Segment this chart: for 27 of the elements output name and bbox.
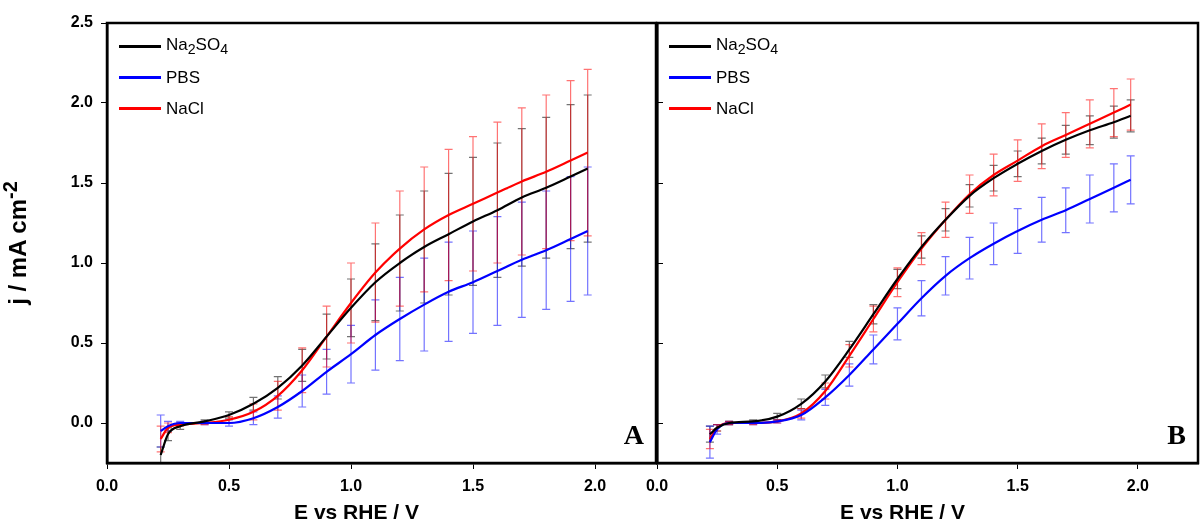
y-tick-label: 2.0 (70, 93, 94, 111)
legend-label: PBS (166, 67, 201, 88)
y-tick-label: 1.5 (70, 173, 94, 191)
line-series (159, 229, 589, 433)
legend-label: PBS (716, 67, 751, 88)
legend-label: Na$_{2}$SO$_{4}$ (716, 35, 779, 58)
x-tick-label: 0.5 (217, 477, 241, 495)
x-tick-label: 1.5 (461, 477, 485, 495)
x-axis-title: E vs RHE / V (293, 500, 420, 524)
y-tick-label: 1.0 (70, 253, 94, 271)
annotation: A (623, 419, 644, 451)
legend-label: NaCl (716, 98, 754, 119)
y-tick-label: 2.5 (70, 13, 94, 31)
x-tick-label: 0.0 (95, 477, 119, 495)
x-axis-title: E vs RHE / V (839, 500, 966, 524)
x-tick-label: 2.0 (583, 477, 607, 495)
x-tick-label: 0.5 (766, 477, 789, 495)
x-tick-label: 1.0 (339, 477, 363, 495)
legend-label: Na$_{2}$SO$_{4}$ (166, 35, 229, 58)
y-tick-label: 0.5 (70, 333, 94, 351)
annotation: B (1167, 419, 1186, 451)
x-tick-label: 1.0 (886, 477, 909, 495)
x-tick-label: 1.5 (1006, 477, 1029, 495)
x-tick-label: 0.0 (645, 477, 669, 495)
legend-label: NaCl (166, 98, 204, 119)
y-tick-label: 0.0 (70, 413, 94, 431)
x-tick-label: 2.0 (1126, 477, 1150, 495)
